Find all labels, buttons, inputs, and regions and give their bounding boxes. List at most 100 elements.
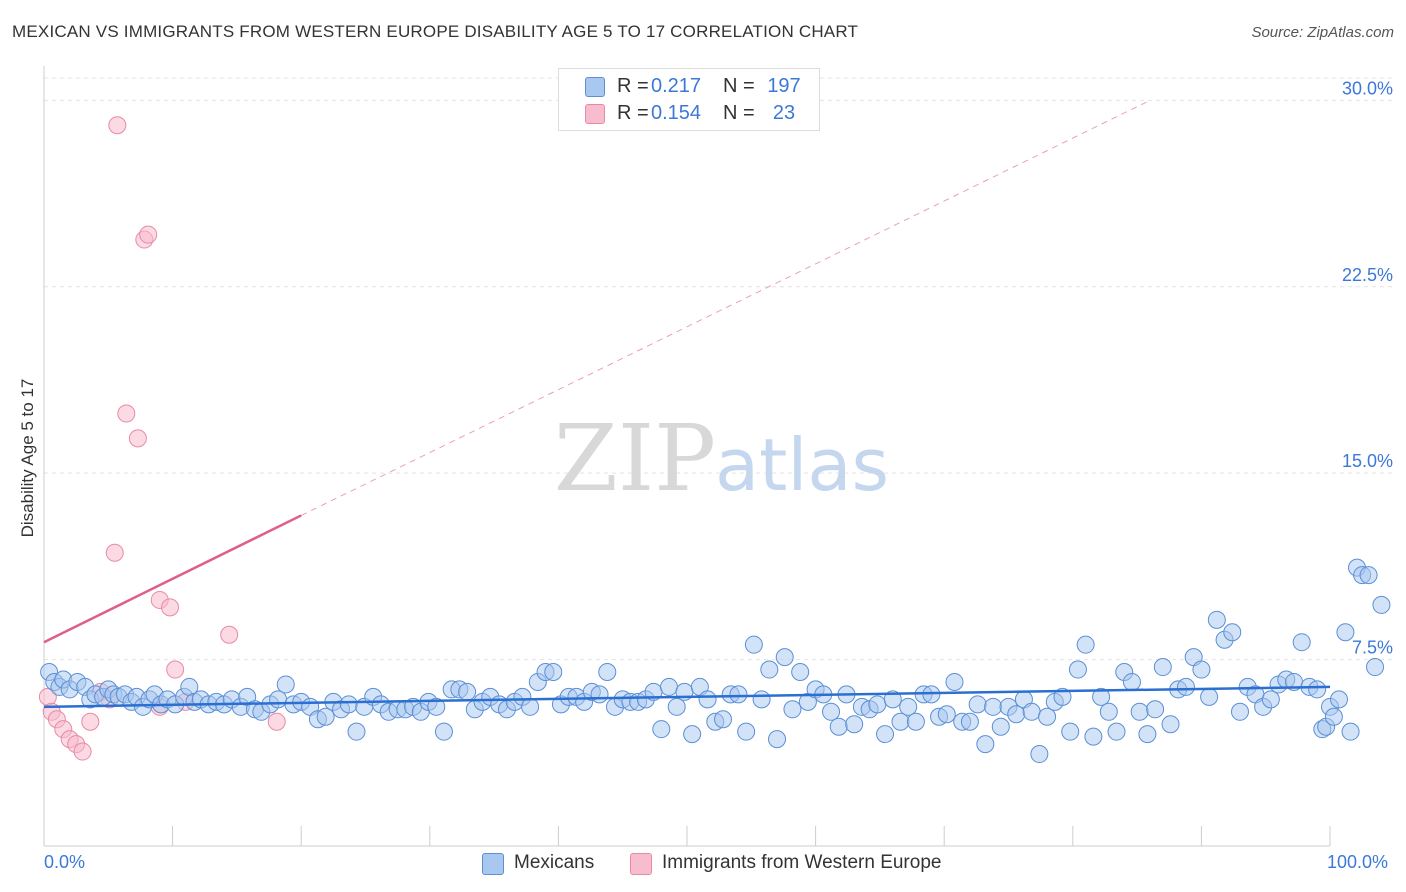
- data-point-mexicans: [1130, 702, 1149, 721]
- data-point-immigrants: [117, 404, 136, 423]
- data-point-immigrants: [105, 543, 124, 562]
- data-point-mexicans: [729, 685, 748, 704]
- data-point-mexicans: [316, 707, 335, 726]
- legend-label: Immigrants from Western Europe: [662, 852, 942, 873]
- data-point-mexicans: [991, 717, 1010, 736]
- data-point-mexicans: [1372, 595, 1391, 614]
- data-point-mexicans: [737, 722, 756, 741]
- data-point-mexicans: [1107, 722, 1126, 741]
- data-point-mexicans: [714, 710, 733, 729]
- data-point-mexicans: [1366, 658, 1385, 677]
- data-point-mexicans: [1099, 702, 1118, 721]
- y-axis-label: Disability Age 5 to 17: [18, 378, 37, 538]
- data-point-mexicans: [891, 712, 910, 731]
- data-point-mexicans: [1022, 702, 1041, 721]
- data-point-mexicans: [945, 672, 964, 691]
- data-point-immigrants: [108, 116, 127, 135]
- legend-r-value: 0.154: [651, 102, 702, 124]
- data-point-mexicans: [1223, 623, 1242, 642]
- data-point-mexicans: [1192, 660, 1211, 679]
- legend-n-label: N =: [723, 75, 755, 97]
- y-tick-label: 22.5%: [1342, 265, 1393, 285]
- data-point-mexicans: [521, 697, 540, 716]
- data-point-mexicans: [1122, 672, 1141, 691]
- data-point-mexicans: [1153, 658, 1172, 677]
- data-point-mexicans: [598, 663, 617, 682]
- data-point-mexicans: [906, 712, 925, 731]
- data-point-mexicans: [1061, 722, 1080, 741]
- data-point-immigrants: [267, 712, 286, 731]
- data-point-mexicans: [968, 695, 987, 714]
- data-point-mexicans: [1138, 725, 1157, 744]
- data-point-immigrants: [73, 742, 92, 761]
- watermark-atlas: atlas: [715, 423, 889, 507]
- data-point-mexicans: [1092, 687, 1111, 706]
- data-point-mexicans: [434, 722, 453, 741]
- watermark: ZIP atlas: [554, 405, 889, 512]
- legend-r-value: 0.217: [651, 75, 702, 97]
- data-point-mexicans: [1076, 635, 1095, 654]
- data-point-mexicans: [937, 705, 956, 724]
- y-tick-label: 15.0%: [1342, 451, 1393, 471]
- data-point-mexicans: [1341, 722, 1360, 741]
- data-point-mexicans: [347, 722, 366, 741]
- legend-r-label: R =: [617, 102, 649, 124]
- data-point-mexicans: [1176, 677, 1195, 696]
- x-tick-label-max: 100.0%: [1327, 852, 1389, 872]
- data-point-mexicans: [276, 675, 295, 694]
- gridlines: [44, 77, 1392, 661]
- source-credit: Source: ZipAtlas.com: [1251, 24, 1394, 41]
- data-point-mexicans: [744, 635, 763, 654]
- data-point-mexicans: [1207, 610, 1226, 629]
- data-point-mexicans: [1336, 623, 1355, 642]
- immigrants-points: [38, 116, 286, 761]
- data-point-mexicans: [822, 702, 841, 721]
- watermark-zip: ZIP: [554, 405, 716, 512]
- y-tick-label: 30.0%: [1342, 78, 1393, 98]
- data-point-mexicans: [775, 648, 794, 667]
- pink-swatch-icon: [630, 853, 652, 875]
- data-point-mexicans: [1230, 702, 1249, 721]
- data-point-mexicans: [544, 663, 563, 682]
- data-point-mexicans: [269, 690, 288, 709]
- legend-n-label: N =: [723, 102, 755, 124]
- trend-lines: [43, 99, 1331, 709]
- data-point-mexicans: [1200, 687, 1219, 706]
- data-point-mexicans: [783, 700, 802, 719]
- data-point-mexicans: [1359, 566, 1378, 585]
- data-point-mexicans: [984, 697, 1003, 716]
- data-point-mexicans: [752, 690, 771, 709]
- data-point-mexicans: [652, 720, 671, 739]
- data-point-mexicans: [1068, 660, 1087, 679]
- data-point-mexicans: [590, 685, 609, 704]
- y-tick-labels: 7.5% 15.0% 22.5% 30.0%: [1342, 78, 1393, 657]
- data-point-mexicans: [960, 712, 979, 731]
- pink-swatch-icon: [585, 104, 605, 124]
- legend-n-value: 23: [772, 102, 796, 124]
- data-point-immigrants: [161, 598, 180, 617]
- data-point-mexicans: [1161, 715, 1180, 734]
- data-point-mexicans: [427, 697, 446, 716]
- data-point-immigrants: [81, 712, 100, 731]
- data-point-mexicans: [868, 695, 887, 714]
- data-point-mexicans: [667, 697, 686, 716]
- data-point-immigrants: [220, 625, 239, 644]
- data-point-mexicans: [339, 695, 358, 714]
- data-point-mexicans: [1084, 727, 1103, 746]
- trend-line-immigrants-extrapolated: [300, 99, 1151, 516]
- data-point-mexicans: [1261, 690, 1280, 709]
- data-point-mexicans: [698, 690, 717, 709]
- data-point-immigrants: [128, 429, 147, 448]
- x-tick-label-min: 0.0%: [44, 852, 86, 872]
- data-point-mexicans: [1330, 690, 1349, 709]
- data-point-mexicans: [1324, 707, 1343, 726]
- legend-n-value: 197: [767, 75, 801, 97]
- data-point-mexicans: [1038, 707, 1057, 726]
- data-point-mexicans: [845, 715, 864, 734]
- data-point-mexicans: [876, 725, 895, 744]
- data-point-mexicans: [659, 677, 678, 696]
- data-point-mexicans: [768, 730, 787, 749]
- data-point-mexicans: [760, 660, 779, 679]
- data-point-mexicans: [458, 682, 477, 701]
